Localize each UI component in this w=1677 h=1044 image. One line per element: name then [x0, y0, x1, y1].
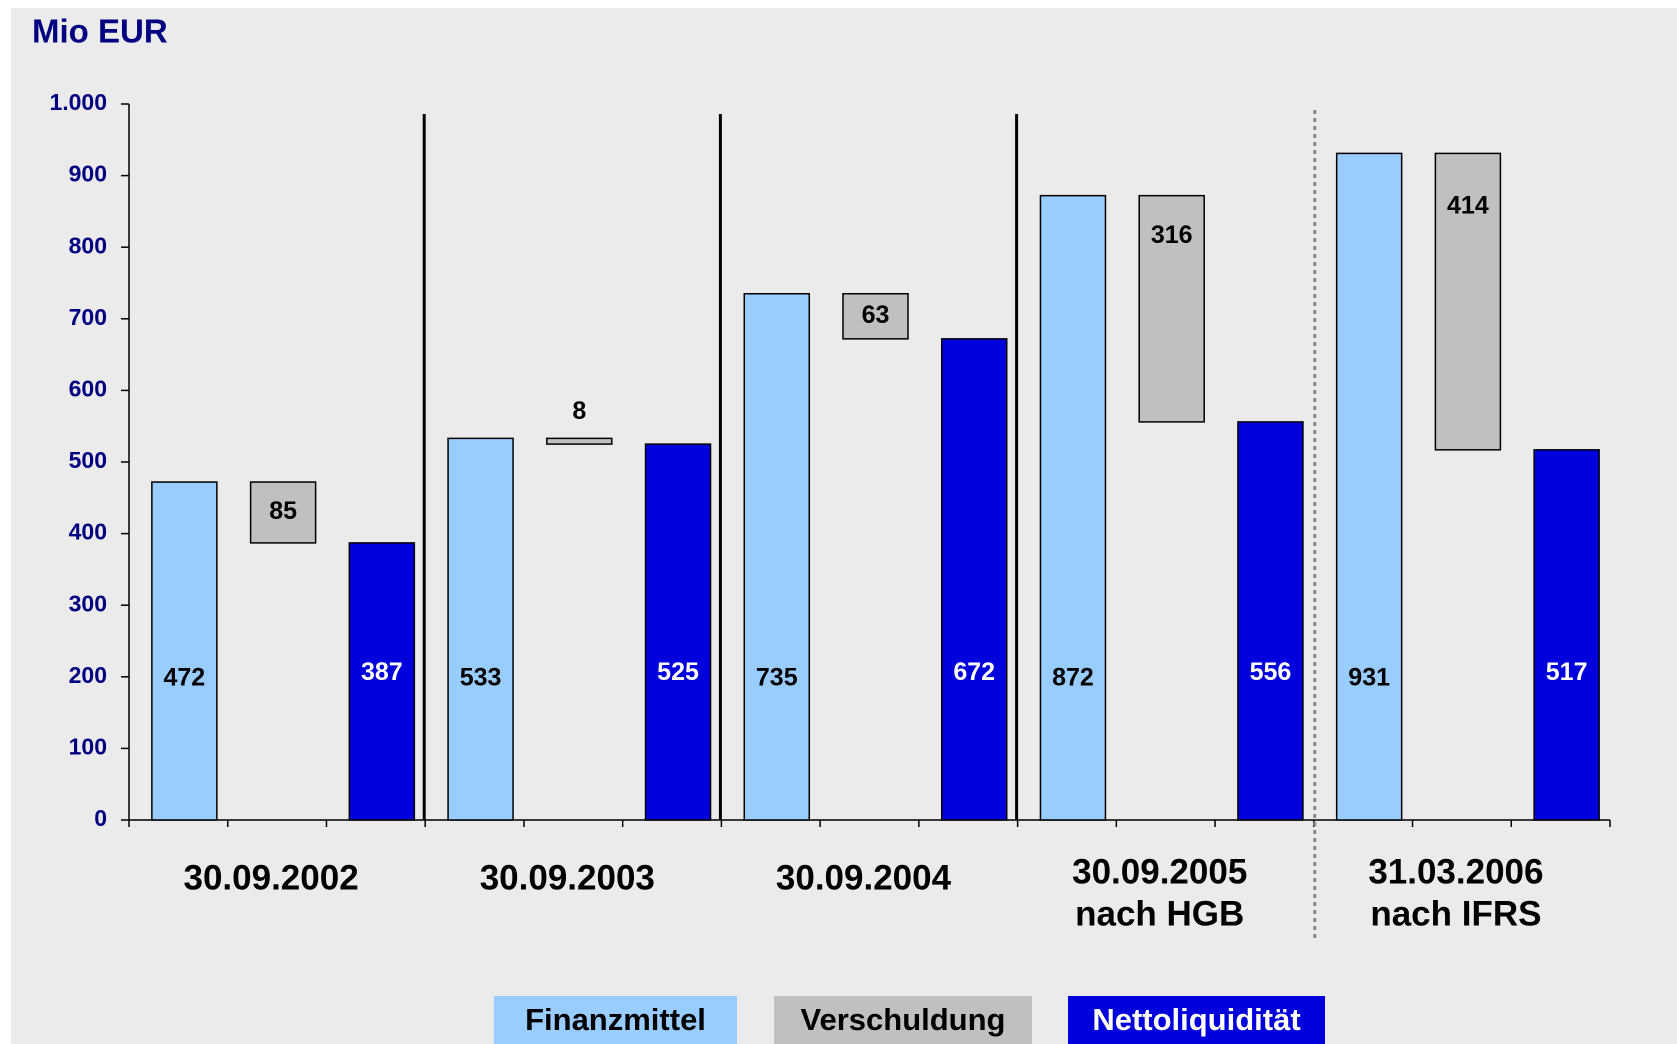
y-tick-label: 0	[94, 805, 107, 831]
x-tick-label: 31.03.2006	[1368, 852, 1543, 891]
value-label: 525	[657, 658, 699, 686]
value-label: 8	[572, 397, 586, 425]
x-tick-label: 30.09.2003	[480, 858, 655, 897]
bar	[151, 481, 218, 821]
legend-label: Verschuldung	[801, 1002, 1006, 1037]
bar	[1434, 152, 1502, 451]
bar	[447, 437, 514, 821]
chart-title: Mio EUR	[32, 13, 168, 50]
bar	[743, 292, 811, 821]
value-label: 387	[361, 658, 403, 686]
x-tick-label: nach HGB	[1075, 894, 1244, 933]
value-label: 931	[1348, 663, 1390, 691]
y-tick-label: 600	[69, 375, 107, 401]
x-tick-label: nach IFRS	[1370, 894, 1541, 933]
value-label: 63	[862, 301, 890, 329]
legend-swatch	[1068, 996, 1325, 1044]
bar	[644, 443, 712, 821]
legend-label: Finanzmittel	[525, 1002, 706, 1037]
value-label: 316	[1151, 221, 1193, 249]
bar	[842, 292, 909, 340]
value-label: 872	[1052, 663, 1094, 691]
y-tick-label: 800	[69, 232, 107, 258]
bar	[1533, 449, 1600, 821]
value-label: 85	[269, 497, 297, 525]
x-tick-label: 30.09.2002	[184, 858, 359, 897]
y-tick-label: 400	[69, 519, 107, 545]
bar	[546, 437, 613, 445]
bar	[348, 542, 416, 821]
value-label: 414	[1447, 191, 1489, 219]
bar	[249, 481, 317, 544]
bar	[1039, 194, 1107, 821]
bar	[940, 338, 1008, 821]
y-tick-label: 500	[69, 447, 107, 473]
y-tick-label: 100	[69, 733, 107, 759]
value-label: 735	[756, 663, 798, 691]
y-tick-label: 200	[69, 662, 107, 688]
y-tick-label: 1.000	[49, 89, 107, 115]
legend-swatch	[774, 996, 1032, 1044]
bar	[1237, 421, 1304, 821]
bar	[1138, 194, 1205, 423]
y-tick-label: 700	[69, 304, 107, 330]
value-label: 472	[164, 663, 206, 691]
x-tick-label: 30.09.2005	[1072, 852, 1247, 891]
bar	[1335, 152, 1403, 821]
value-label: 556	[1250, 658, 1292, 686]
value-label: 517	[1546, 658, 1588, 686]
y-tick-label: 900	[69, 161, 107, 187]
y-tick-label: 300	[69, 590, 107, 616]
x-tick-label: 30.09.2004	[776, 858, 952, 897]
legend-label: Nettoliquidität	[1092, 1002, 1300, 1037]
value-label: 672	[953, 658, 995, 686]
legend-swatch	[494, 996, 737, 1044]
value-label: 533	[460, 663, 502, 691]
